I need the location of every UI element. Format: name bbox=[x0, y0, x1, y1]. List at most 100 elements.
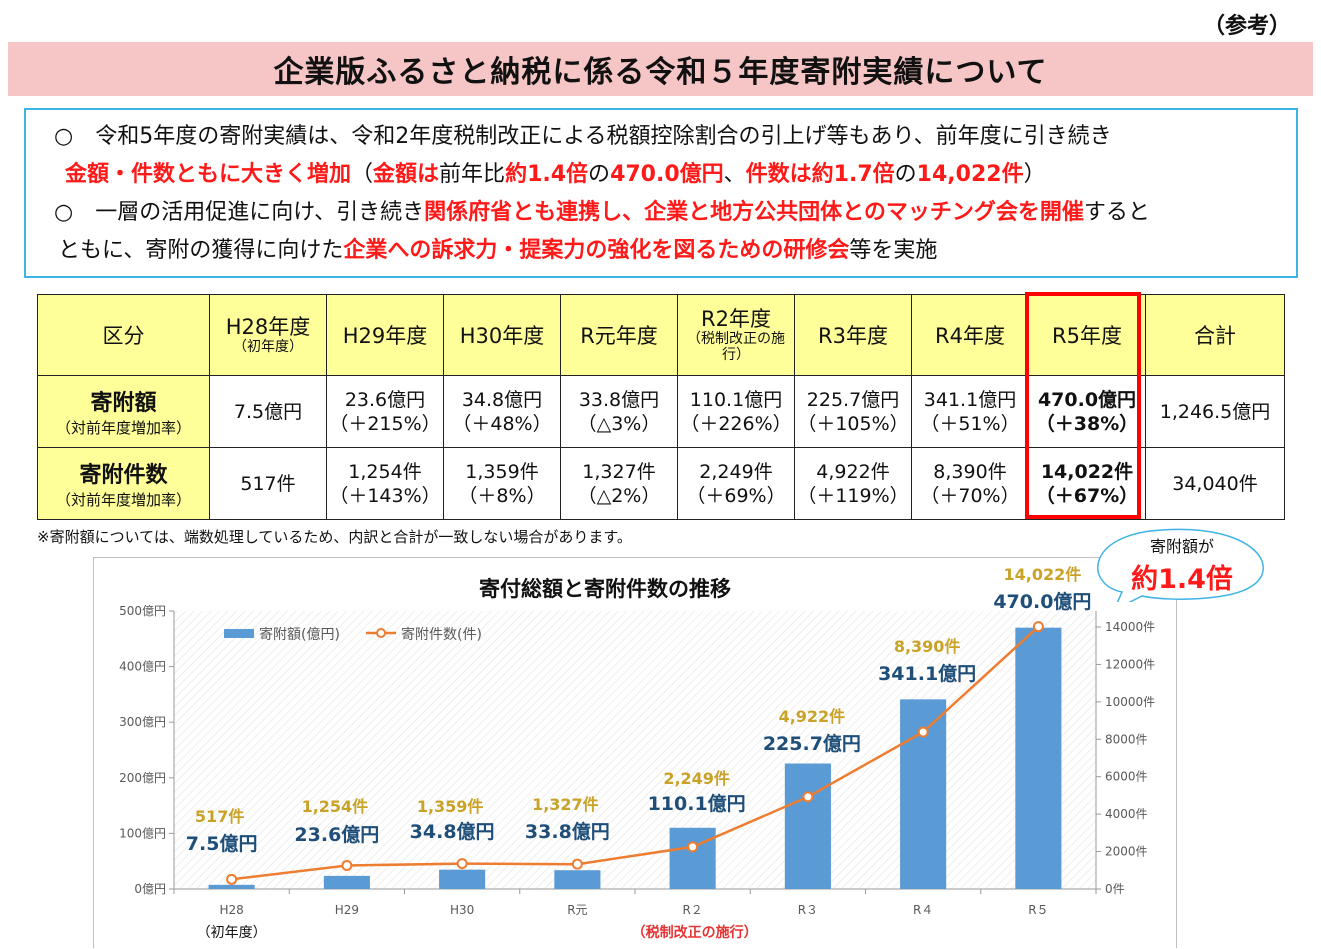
line-point bbox=[456, 858, 468, 870]
table-cell-highlight: 14,022件 （＋67%） bbox=[1028, 447, 1146, 520]
table-header-year: H28年度 （初年度） bbox=[209, 294, 327, 376]
summary-text: 等を実施 bbox=[849, 238, 938, 263]
r5-highlight-frame bbox=[1025, 292, 1141, 519]
amount-data-label: 225.7億円 bbox=[763, 732, 861, 755]
summary-text: すると bbox=[1083, 200, 1150, 225]
line-point bbox=[1032, 621, 1044, 633]
count-data-label: 517件 bbox=[195, 807, 244, 826]
summary-box: ○ 令和5年度の寄附実績は、令和2年度税制改正による税額控除割合の引上げ等もあり… bbox=[24, 108, 1298, 278]
left-tick-label: 0億円 bbox=[134, 882, 166, 896]
x-tick-label: R５ bbox=[1028, 903, 1048, 917]
left-tick-label: 500億円 bbox=[119, 604, 166, 618]
table-cell: 4,922件 （＋119%） bbox=[794, 447, 912, 520]
summary-emphasis: 企業への訴求力・提案力の強化を図るための研修会 bbox=[343, 238, 850, 263]
summary-emphasis: 470.0億円 bbox=[610, 162, 724, 187]
chart-title: 寄付総額と寄附件数の推移 bbox=[479, 577, 731, 601]
count-data-label: 1,254件 bbox=[302, 797, 369, 816]
table-row-amount: 寄附額 （対前年度増加率） 7.5億円 23.6億円 （＋215%） 34.8億円（… bbox=[37, 375, 1285, 448]
right-tick-label: 10000件 bbox=[1105, 695, 1155, 709]
count-data-label: 8,390件 bbox=[894, 637, 961, 656]
table-cell: 8,390件 （＋70%） bbox=[911, 447, 1029, 520]
right-tick-label: 4000件 bbox=[1105, 807, 1148, 821]
table-cell-total: 1,246.5億円 bbox=[1145, 375, 1285, 448]
x-tick-sublabel: （税制改正の施行） bbox=[632, 924, 758, 941]
table-cell: 33.8億円 （△3%） bbox=[560, 375, 678, 448]
table-cell-total: 34,040件 bbox=[1145, 447, 1285, 520]
summary-line-3: ○ 一層の活用促進に向け、引き続き関係府省とも連携し、企業と地方公共団体とのマッ… bbox=[54, 194, 1296, 232]
x-tick-label: R４ bbox=[913, 903, 933, 917]
summary-line-2: 金額・件数ともに大きく増加（金額は前年比約1.4倍の470.0億円、件数は約1.… bbox=[54, 156, 1296, 194]
count-data-label: 2,249件 bbox=[663, 769, 730, 788]
table-header-year: H29年度 bbox=[326, 294, 444, 376]
line-point bbox=[341, 860, 353, 872]
table-header-category: 区分 bbox=[37, 294, 210, 376]
legend-line-marker bbox=[376, 628, 386, 638]
left-tick-label: 400億円 bbox=[119, 660, 166, 674]
summary-line-1: ○ 令和5年度の寄附実績は、令和2年度税制改正による税額控除割合の引上げ等もあり… bbox=[54, 118, 1296, 156]
x-tick-label: H29 bbox=[335, 903, 359, 917]
table-cell: 225.7億円 （＋105%） bbox=[794, 375, 912, 448]
table-cell: 1,359件 （＋8%） bbox=[443, 447, 561, 520]
summary-text: ○ 令和5年度の寄附実績は、令和2年度税制改正による税額控除割合の引上げ等もあり… bbox=[54, 124, 1112, 149]
amount-data-label: 470.0億円 bbox=[993, 590, 1091, 613]
bar bbox=[208, 884, 255, 889]
count-data-label: 1,359件 bbox=[417, 797, 484, 816]
count-data-label: 1,327件 bbox=[532, 795, 599, 814]
summary-text: の bbox=[588, 162, 611, 187]
callout-line-2: 約1.4倍 bbox=[1131, 563, 1233, 595]
table-header-year: H30年度 bbox=[443, 294, 561, 376]
count-data-label: 14,022件 bbox=[1004, 565, 1082, 584]
right-tick-label: 6000件 bbox=[1105, 770, 1148, 784]
table-cell: 34.8億円 （＋48%） bbox=[443, 375, 561, 448]
title-band: 企業版ふるさと納税に係る令和５年度寄附実績について bbox=[8, 42, 1313, 96]
x-tick-label: R２ bbox=[682, 903, 702, 917]
x-tick-label: R３ bbox=[798, 903, 818, 917]
right-tick-label: 12000件 bbox=[1105, 657, 1155, 671]
table-cell: 2,249件 （＋69%） bbox=[677, 447, 795, 520]
line-point bbox=[571, 858, 583, 870]
table-cell: 23.6億円 （＋215%） bbox=[326, 375, 444, 448]
amount-data-label: 23.6億円 bbox=[294, 823, 379, 846]
right-tick-label: 8000件 bbox=[1105, 732, 1148, 746]
x-tick-label: H28 bbox=[219, 903, 243, 917]
left-tick-label: 100億円 bbox=[119, 826, 166, 840]
table-header-year: R元年度 bbox=[560, 294, 678, 376]
legend-bar-label: 寄附額(億円) bbox=[259, 626, 340, 643]
amount-data-label: 110.1億円 bbox=[648, 792, 746, 815]
summary-text: ） bbox=[1023, 162, 1046, 187]
bar bbox=[1015, 627, 1062, 889]
table-cell: 1,254件 （＋143%） bbox=[326, 447, 444, 520]
legend-line-label: 寄附件数(件) bbox=[401, 626, 482, 643]
chart-frame: 0億円 100億円 200億円 300億円 400億円 500億円 0件 2000件 4000件… bbox=[93, 557, 1177, 948]
callout-bubble: 寄附額が 約1.4倍 bbox=[1097, 528, 1264, 602]
bar bbox=[323, 875, 370, 889]
summary-text: ○ 一層の活用促進に向け、引き続き bbox=[54, 200, 425, 225]
table-header-row: 区分 H28年度 （初年度） H29年度 H30年度 R元年度 R2年度 （税制改正… bbox=[37, 294, 1285, 376]
right-tick-label: 2000件 bbox=[1105, 845, 1148, 859]
line-point bbox=[687, 841, 699, 853]
table-header-year: R4年度 bbox=[911, 294, 1029, 376]
row-header-count: 寄附件数 （対前年度増加率） bbox=[37, 447, 210, 520]
table-cell: 1,327件 （△2%） bbox=[560, 447, 678, 520]
amount-data-label: 7.5億円 bbox=[186, 832, 258, 855]
bar bbox=[784, 763, 831, 889]
summary-text: の bbox=[894, 162, 917, 187]
summary-text: 前年比 bbox=[439, 162, 506, 187]
series-line bbox=[231, 625, 1040, 881]
reference-label: （参考） bbox=[1202, 14, 1291, 39]
summary-text: 、 bbox=[723, 162, 746, 187]
right-tick-label: 0件 bbox=[1105, 882, 1125, 896]
callout-line-1: 寄附額が bbox=[1150, 537, 1214, 556]
line-point bbox=[802, 791, 814, 803]
summary-emphasis: 関係府省とも連携し、企業と地方公共団体とのマッチング会を開催 bbox=[424, 200, 1084, 225]
summary-emphasis: 件数は約1.7倍 bbox=[745, 162, 895, 187]
combo-chart: 0億円 100億円 200億円 300億円 400億円 500億円 0件 2000件 4000件… bbox=[119, 565, 1155, 941]
summary-emphasis: 金額は bbox=[373, 162, 440, 187]
left-tick-label: 300億円 bbox=[119, 715, 166, 729]
amount-data-label: 33.8億円 bbox=[525, 820, 610, 843]
table-header-year: R2年度 （税制改正の施行） bbox=[677, 294, 795, 376]
results-table: 区分 H28年度 （初年度） H29年度 H30年度 R元年度 R2年度 （税制改正… bbox=[37, 294, 1285, 520]
table-header-year: R5年度 bbox=[1028, 294, 1146, 376]
line-point bbox=[917, 726, 929, 738]
right-tick-label: 14000件 bbox=[1105, 620, 1155, 634]
